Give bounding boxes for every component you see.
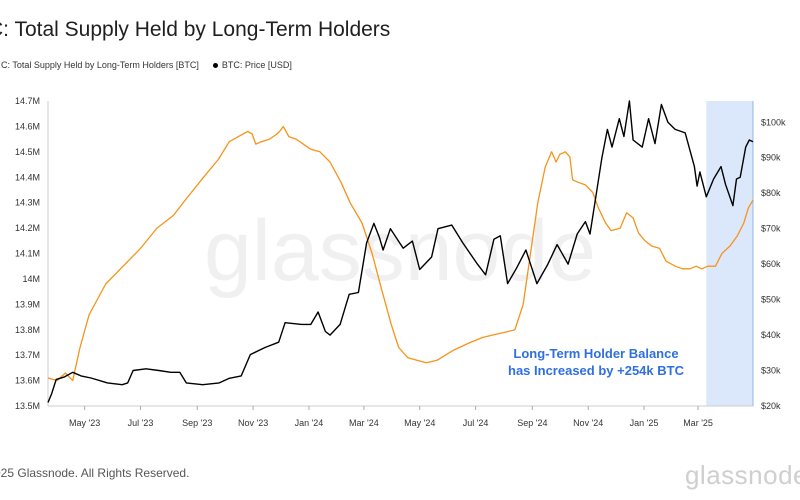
legend-item-lth[interactable]: C: Total Supply Held by Long-Term Holder… — [0, 60, 199, 70]
y-left-tick-label: 13.9M — [15, 299, 40, 309]
x-tick-label: Nov '23 — [238, 418, 268, 428]
x-tick-label: Jan '24 — [295, 418, 324, 428]
x-tick-label: Mar '24 — [349, 418, 379, 428]
y-left-tick-label: 14.1M — [15, 249, 40, 259]
x-tick-label: Nov '24 — [573, 418, 603, 428]
watermark: glassnode — [204, 203, 596, 299]
brand-logo: glassnode — [684, 460, 800, 490]
legend-dot-price — [212, 62, 218, 68]
y-left-tick-label: 14M — [22, 274, 40, 284]
legend-label-lth: C: Total Supply Held by Long-Term Holder… — [1, 60, 199, 70]
x-tick-label: Jan '25 — [630, 418, 659, 428]
chart-title: C: Total Supply Held by Long-Term Holder… — [0, 18, 391, 41]
x-tick-label: May '24 — [404, 418, 435, 428]
x-tick-label: Sep '23 — [182, 418, 212, 428]
series-line-lth-supply[interactable] — [47, 125, 754, 382]
y-left-tick-label: 13.5M — [15, 401, 40, 411]
legend-item-price[interactable]: BTC: Price [USD] — [212, 60, 292, 70]
x-tick-label: May '23 — [69, 418, 100, 428]
y-right-tick-label: $40k — [761, 330, 781, 340]
copyright-text: 025 Glassnode. All Rights Reserved. — [0, 466, 190, 480]
y-right-tick-label: $50k — [761, 295, 781, 305]
x-tick-label: Mar '25 — [683, 418, 713, 428]
annotation-text: Long-Term Holder Balance — [513, 346, 678, 361]
legend-label-price: BTC: Price [USD] — [221, 60, 292, 70]
y-left-tick-label: 13.8M — [15, 325, 40, 335]
x-tick-label: Sep '24 — [517, 418, 547, 428]
y-right-tick-label: $70k — [761, 224, 781, 234]
y-left-tick-label: 13.6M — [15, 376, 40, 386]
y-left-tick-label: 14.7M — [15, 96, 40, 106]
y-right-tick-label: $100k — [761, 117, 786, 127]
annotation-text: has Increased by +254k BTC — [508, 363, 685, 378]
y-left-tick-label: 14.4M — [15, 172, 40, 182]
y-right-tick-label: $60k — [761, 259, 781, 269]
y-right-tick-label: $20k — [761, 401, 781, 411]
y-left-tick-label: 14.5M — [15, 147, 40, 157]
series-line-btc-price[interactable] — [47, 100, 754, 403]
x-tick-label: Jul '24 — [463, 418, 489, 428]
y-left-tick-label: 13.7M — [15, 350, 40, 360]
y-right-tick-label: $90k — [761, 153, 781, 163]
y-right-tick-label: $30k — [761, 366, 781, 376]
y-left-tick-label: 14.3M — [15, 198, 40, 208]
legend: C: Total Supply Held by Long-Term Holder… — [0, 60, 292, 70]
y-right-tick-label: $80k — [761, 188, 781, 198]
y-left-tick-label: 14.6M — [15, 121, 40, 131]
y-left-tick-label: 14.2M — [15, 223, 40, 233]
x-tick-label: Jul '23 — [128, 418, 154, 428]
